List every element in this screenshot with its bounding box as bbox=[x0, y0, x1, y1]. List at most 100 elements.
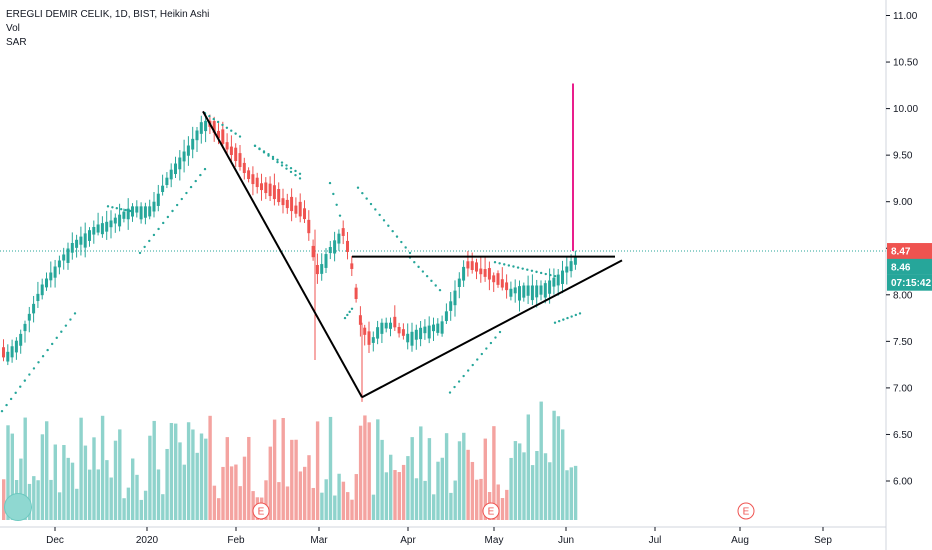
candle bbox=[118, 203, 122, 232]
volume-bar bbox=[96, 469, 100, 520]
price-tick-label: 11.00 bbox=[893, 11, 918, 22]
sar-dot bbox=[448, 391, 452, 394]
candle bbox=[143, 202, 147, 225]
sar-dot bbox=[19, 385, 22, 388]
sar-dot bbox=[14, 391, 17, 395]
volume-bar bbox=[122, 498, 126, 520]
rising-trendline[interactable] bbox=[361, 259, 623, 399]
volume-bar bbox=[427, 438, 432, 520]
candle bbox=[569, 254, 573, 278]
candle bbox=[268, 176, 272, 202]
sar-indicator-label[interactable]: SAR bbox=[6, 37, 27, 48]
sar-dot bbox=[294, 169, 297, 173]
earnings-marker[interactable]: E bbox=[482, 502, 500, 520]
candle bbox=[539, 280, 543, 301]
candle bbox=[294, 197, 298, 218]
volume-bar bbox=[492, 426, 496, 520]
candle bbox=[449, 291, 453, 321]
candle bbox=[109, 210, 113, 239]
sar-dot bbox=[457, 380, 461, 383]
earnings-marker[interactable]: E bbox=[252, 502, 270, 520]
sar-dot bbox=[0, 409, 4, 413]
sar-dot bbox=[489, 341, 493, 345]
sar-dot bbox=[557, 319, 561, 323]
candle bbox=[290, 188, 294, 222]
volume-bar bbox=[436, 461, 440, 520]
candle bbox=[92, 220, 96, 244]
candle bbox=[88, 227, 91, 247]
falling-trendline[interactable] bbox=[202, 110, 363, 398]
candle bbox=[466, 251, 470, 277]
sar-dot bbox=[503, 263, 506, 266]
sar-dot bbox=[32, 367, 36, 370]
sar-dot bbox=[570, 315, 573, 318]
time-tick-label: Jun bbox=[558, 535, 574, 546]
candle bbox=[238, 145, 242, 171]
volume-bar bbox=[350, 499, 354, 520]
volume-bar bbox=[569, 467, 573, 520]
candle bbox=[496, 270, 500, 288]
sar-dot bbox=[476, 358, 479, 361]
sar-dot bbox=[516, 266, 520, 269]
volume-bar bbox=[182, 464, 186, 520]
sar-dot bbox=[480, 352, 484, 356]
candle bbox=[174, 156, 177, 178]
sar-dot bbox=[507, 264, 511, 267]
sar-dot bbox=[578, 312, 582, 315]
volume-bar bbox=[440, 457, 444, 520]
volume-bar bbox=[333, 495, 337, 520]
sar-dot bbox=[225, 126, 229, 130]
sar-dot bbox=[175, 203, 179, 207]
sar-dot bbox=[425, 274, 429, 278]
time-tick-label: Aug bbox=[731, 535, 749, 546]
candle bbox=[492, 272, 496, 292]
sar-dot bbox=[391, 229, 394, 233]
sar-dot bbox=[498, 262, 501, 265]
sar-dot bbox=[148, 239, 151, 243]
candle bbox=[337, 229, 341, 251]
sar-dot bbox=[365, 197, 368, 200]
sar-dot bbox=[189, 185, 193, 189]
volume-bar bbox=[479, 478, 483, 520]
candle bbox=[303, 200, 306, 224]
volume-bar bbox=[49, 479, 53, 520]
volume-bar bbox=[88, 469, 92, 520]
candle bbox=[483, 257, 487, 282]
candle bbox=[75, 234, 79, 258]
volume-bar bbox=[543, 453, 548, 520]
candle bbox=[311, 239, 315, 261]
volume-bar bbox=[92, 437, 96, 520]
sar-dot bbox=[348, 310, 351, 314]
earnings-marker[interactable]: E bbox=[737, 502, 755, 520]
sar-dot bbox=[289, 166, 293, 170]
sar-dot bbox=[271, 155, 275, 159]
candle bbox=[500, 267, 504, 291]
candle bbox=[479, 256, 483, 283]
candle bbox=[419, 320, 423, 347]
earnings-label: E bbox=[488, 507, 495, 518]
candle bbox=[23, 320, 27, 343]
time-tick-label: Dec bbox=[46, 535, 64, 546]
candle bbox=[376, 320, 380, 345]
sar-dot bbox=[180, 197, 183, 201]
symbol-title[interactable]: EREGLI DEMIR CELIK, 1D, BIST, Heikin Ash… bbox=[6, 9, 210, 20]
sar-dot bbox=[9, 397, 13, 401]
volume-bar bbox=[483, 438, 487, 520]
sar-dot bbox=[60, 330, 63, 333]
candle bbox=[565, 256, 569, 285]
candle bbox=[389, 317, 392, 337]
sar-dot bbox=[262, 150, 266, 153]
vol-indicator-label[interactable]: Vol bbox=[6, 23, 20, 34]
volume-bar bbox=[272, 419, 277, 520]
candle bbox=[320, 253, 324, 281]
volume-bar bbox=[539, 401, 543, 520]
candle bbox=[367, 321, 371, 353]
volume-bar bbox=[453, 480, 457, 520]
tradingview-logo-icon[interactable] bbox=[4, 493, 32, 521]
volume-bar bbox=[565, 470, 569, 520]
candle bbox=[505, 274, 509, 299]
sar-dot bbox=[408, 251, 412, 255]
sar-dot bbox=[64, 324, 68, 327]
